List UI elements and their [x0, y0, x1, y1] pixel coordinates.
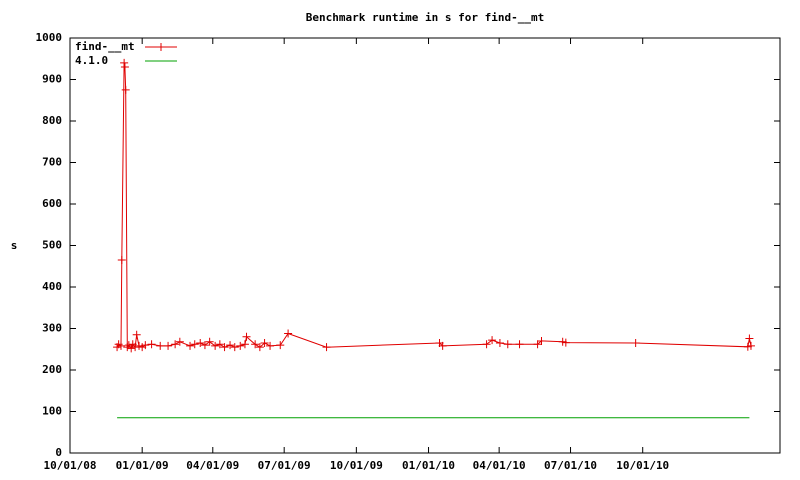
point — [260, 339, 269, 348]
legend-label: 4.1.0 — [75, 54, 108, 67]
point — [230, 343, 239, 352]
point — [515, 340, 524, 349]
point — [240, 340, 249, 349]
point — [745, 334, 754, 343]
point — [132, 330, 141, 339]
x-tick-label: 01/01/09 — [116, 459, 169, 472]
point — [631, 339, 640, 348]
y-tick-label: 900 — [42, 73, 62, 86]
point — [236, 341, 245, 350]
point — [205, 337, 214, 346]
point — [226, 341, 235, 350]
point — [746, 341, 755, 350]
point — [164, 341, 173, 350]
point — [495, 339, 504, 348]
legend-marker — [157, 43, 165, 51]
point — [156, 341, 165, 350]
point — [117, 256, 126, 265]
point — [533, 340, 542, 349]
y-tick-label: 1000 — [36, 31, 63, 44]
y-tick-label: 600 — [42, 197, 62, 210]
point — [438, 341, 447, 350]
point — [120, 58, 129, 67]
x-tick-label: 01/01/10 — [402, 459, 455, 472]
point — [116, 341, 125, 350]
plot-frame — [69, 37, 781, 454]
y-tick-label: 300 — [42, 322, 62, 335]
point — [121, 85, 130, 94]
y-axis-label: s — [11, 239, 18, 252]
y-tick-label: 800 — [42, 114, 62, 127]
y-tick-label: 200 — [42, 363, 62, 376]
y-tick-label: 0 — [55, 446, 62, 459]
point — [147, 340, 156, 349]
x-tick-label: 04/01/09 — [186, 459, 239, 472]
point — [537, 336, 546, 345]
point — [242, 332, 251, 341]
point — [215, 340, 224, 349]
y-tick-label: 500 — [42, 239, 62, 252]
chart-title: Benchmark runtime in s for find-__mt — [306, 11, 544, 24]
point — [284, 329, 293, 338]
point — [123, 343, 132, 352]
point — [141, 341, 150, 350]
point — [175, 337, 184, 346]
point — [561, 338, 570, 347]
x-tick-label: 10/01/09 — [330, 459, 383, 472]
point — [196, 339, 205, 348]
x-tick-label: 10/01/08 — [44, 459, 97, 472]
point — [322, 343, 331, 352]
y-tick-label: 700 — [42, 156, 62, 169]
point — [120, 63, 129, 72]
point — [503, 340, 512, 349]
point — [276, 341, 285, 350]
y-tick-label: 100 — [42, 405, 62, 418]
point — [482, 340, 491, 349]
point — [171, 340, 180, 349]
point — [190, 340, 199, 349]
point — [488, 336, 497, 345]
point — [255, 343, 264, 352]
point — [127, 344, 136, 353]
x-tick-label: 04/01/10 — [473, 459, 526, 472]
point — [211, 341, 220, 350]
x-tick-label: 07/01/09 — [258, 459, 311, 472]
point — [266, 341, 275, 350]
point — [200, 341, 209, 350]
y-tick-label: 400 — [42, 280, 62, 293]
series-line — [116, 62, 752, 350]
point — [131, 343, 140, 352]
x-tick-label: 07/01/10 — [544, 459, 597, 472]
x-tick-label: 10/01/10 — [616, 459, 669, 472]
point — [186, 341, 195, 350]
point — [220, 343, 229, 352]
point — [251, 340, 260, 349]
legend-label: find-__mt — [75, 40, 135, 53]
